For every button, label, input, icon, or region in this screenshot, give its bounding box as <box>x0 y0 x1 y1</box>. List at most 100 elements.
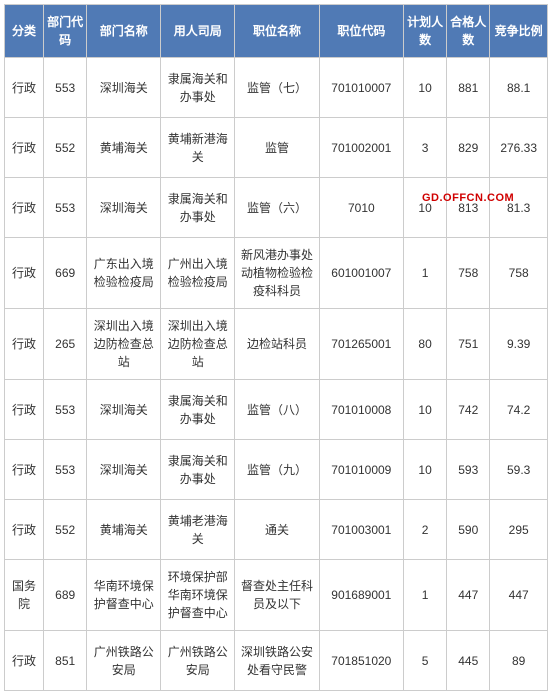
table-cell: 3 <box>403 118 446 178</box>
table-cell: 广州铁路公安局 <box>161 631 235 691</box>
table-row: 行政669广东出入境检验检疫局广州出入境检验检疫局新风港办事处动植物检验检疫科科… <box>5 238 548 309</box>
table-cell: 881 <box>447 58 490 118</box>
table-cell: 行政 <box>5 500 44 560</box>
table-cell: 深圳海关 <box>87 440 161 500</box>
table-cell: 边检站科员 <box>235 309 319 380</box>
table-cell: 701010009 <box>319 440 403 500</box>
table-cell: 广州铁路公安局 <box>87 631 161 691</box>
table-cell: 2 <box>403 500 446 560</box>
table-cell: 89 <box>490 631 548 691</box>
table-cell: 10 <box>403 380 446 440</box>
table-cell: 445 <box>447 631 490 691</box>
table-cell: 81.3 <box>490 178 548 238</box>
table-cell: 689 <box>44 560 87 631</box>
table-cell: 监管（六） <box>235 178 319 238</box>
table-cell: 701010007 <box>319 58 403 118</box>
table-cell: 10 <box>403 178 446 238</box>
table-cell: 督查处主任科员及以下 <box>235 560 319 631</box>
table-cell: 隶属海关和办事处 <box>161 58 235 118</box>
table-cell: 行政 <box>5 178 44 238</box>
table-cell: 通关 <box>235 500 319 560</box>
col-header: 竞争比例 <box>490 5 548 58</box>
table-cell: 447 <box>447 560 490 631</box>
watermark-text: GD.OFFCN.COM <box>422 192 514 204</box>
table-cell: 黄埔海关 <box>87 500 161 560</box>
col-header: 合格人数 <box>447 5 490 58</box>
table-cell: 295 <box>490 500 548 560</box>
table-row: 行政851广州铁路公安局广州铁路公安局深圳铁路公安处看守民警7018510205… <box>5 631 548 691</box>
table-cell: 88.1 <box>490 58 548 118</box>
table-cell: 隶属海关和办事处 <box>161 440 235 500</box>
col-header: 部门名称 <box>87 5 161 58</box>
table-row: 行政553深圳海关隶属海关和办事处监管（六）70101081381.3 <box>5 178 548 238</box>
col-header: 职位代码 <box>319 5 403 58</box>
table-cell: 深圳出入境边防检查总站 <box>87 309 161 380</box>
table-cell: 10 <box>403 58 446 118</box>
table-cell: 5 <box>403 631 446 691</box>
table-row: 行政553深圳海关隶属海关和办事处监管（八）7010100081074274.2 <box>5 380 548 440</box>
table-cell: 新风港办事处动植物检验检疫科科员 <box>235 238 319 309</box>
table-cell: 669 <box>44 238 87 309</box>
table-cell: 1 <box>403 560 446 631</box>
table-cell: 行政 <box>5 380 44 440</box>
table-cell: 行政 <box>5 440 44 500</box>
table-cell: 590 <box>447 500 490 560</box>
table-cell: 813 <box>447 178 490 238</box>
table-cell: 10 <box>403 440 446 500</box>
table-cell: 701265001 <box>319 309 403 380</box>
table-cell: 行政 <box>5 58 44 118</box>
table-cell: 552 <box>44 118 87 178</box>
table-cell: 监管（八） <box>235 380 319 440</box>
table-cell: 829 <box>447 118 490 178</box>
table-cell: 黄埔海关 <box>87 118 161 178</box>
table-cell: 758 <box>490 238 548 309</box>
table-cell: 监管 <box>235 118 319 178</box>
table-row: 行政552黄埔海关黄埔新港海关监管7010020013829276.33 <box>5 118 548 178</box>
table-cell: 276.33 <box>490 118 548 178</box>
table-cell: 行政 <box>5 631 44 691</box>
table-cell: 80 <box>403 309 446 380</box>
table-cell: 901689001 <box>319 560 403 631</box>
table-cell: 553 <box>44 440 87 500</box>
table-cell: 447 <box>490 560 548 631</box>
table-cell: 701002001 <box>319 118 403 178</box>
table-row: 国务院689华南环境保护督查中心环境保护部华南环境保护督查中心督查处主任科员及以… <box>5 560 548 631</box>
table-cell: 深圳海关 <box>87 178 161 238</box>
table-cell: 265 <box>44 309 87 380</box>
table-cell: 1 <box>403 238 446 309</box>
table-cell: 华南环境保护督查中心 <box>87 560 161 631</box>
table-cell: 552 <box>44 500 87 560</box>
table-cell: 74.2 <box>490 380 548 440</box>
table-cell: 深圳出入境边防检查总站 <box>161 309 235 380</box>
table-cell: 隶属海关和办事处 <box>161 178 235 238</box>
table-row: 行政265深圳出入境边防检查总站深圳出入境边防检查总站边检站科员70126500… <box>5 309 548 380</box>
table-row: 行政553深圳海关隶属海关和办事处监管（九）7010100091059359.3 <box>5 440 548 500</box>
table-cell: 593 <box>447 440 490 500</box>
table-cell: 监管（七） <box>235 58 319 118</box>
table-cell: 7010 <box>319 178 403 238</box>
table-cell: 行政 <box>5 118 44 178</box>
table-cell: 黄埔老港海关 <box>161 500 235 560</box>
col-header: 职位名称 <box>235 5 319 58</box>
table-cell: 758 <box>447 238 490 309</box>
table-cell: 广东出入境检验检疫局 <box>87 238 161 309</box>
col-header: 用人司局 <box>161 5 235 58</box>
table-cell: 553 <box>44 380 87 440</box>
table-cell: 553 <box>44 58 87 118</box>
table-row: 行政552黄埔海关黄埔老港海关通关7010030012590295 <box>5 500 548 560</box>
table-cell: 行政 <box>5 309 44 380</box>
table-cell: 701010008 <box>319 380 403 440</box>
table-row: 行政553深圳海关隶属海关和办事处监管（七）7010100071088188.1 <box>5 58 548 118</box>
table-cell: 行政 <box>5 238 44 309</box>
table-cell: 广州出入境检验检疫局 <box>161 238 235 309</box>
table-cell: 553 <box>44 178 87 238</box>
table-cell: 深圳海关 <box>87 58 161 118</box>
table-cell: 742 <box>447 380 490 440</box>
table-cell: 9.39 <box>490 309 548 380</box>
col-header: 部门代码 <box>44 5 87 58</box>
table-cell: 59.3 <box>490 440 548 500</box>
table-cell: 黄埔新港海关 <box>161 118 235 178</box>
table-cell: 851 <box>44 631 87 691</box>
table-cell: 701851020 <box>319 631 403 691</box>
table-cell: 深圳海关 <box>87 380 161 440</box>
